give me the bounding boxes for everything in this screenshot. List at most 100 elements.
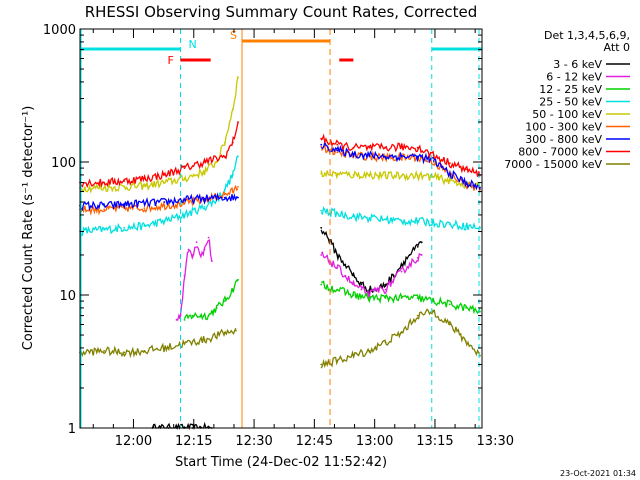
- series-pre-gap-1: [175, 236, 213, 322]
- data-point: [416, 220, 419, 222]
- legend-entry-label: 6 - 12 keV: [546, 71, 602, 84]
- data-point: [187, 248, 190, 251]
- chart-title: RHESSI Observing Summary Count Rates, Co…: [85, 3, 478, 21]
- data-point: [416, 174, 419, 177]
- data-point: [191, 254, 194, 256]
- data-point: [235, 329, 237, 332]
- data-point: [143, 185, 146, 187]
- data-point: [465, 168, 467, 171]
- data-point: [465, 181, 467, 184]
- data-point: [416, 257, 419, 259]
- data-point: [237, 196, 239, 199]
- series-post-gap-2: [320, 280, 481, 315]
- data-point: [231, 190, 234, 193]
- data-point: [352, 215, 355, 218]
- series-line: [320, 169, 481, 191]
- data-point: [352, 146, 355, 149]
- data-point: [163, 204, 166, 207]
- data-point: [183, 177, 186, 180]
- data-point: [103, 186, 105, 189]
- series-pre-gap-3: [79, 155, 239, 237]
- data-point: [123, 186, 126, 188]
- data-point: [320, 172, 323, 175]
- data-point: [223, 193, 226, 196]
- x-tick-label: 12:45: [296, 434, 333, 449]
- series-line: [79, 327, 237, 359]
- data-point: [203, 161, 206, 163]
- legend-entry-label: 800 - 7000 keV: [518, 146, 602, 159]
- data-point: [432, 300, 435, 302]
- data-point: [416, 314, 419, 317]
- data-point: [416, 155, 419, 158]
- series-line: [320, 251, 422, 299]
- y-tick-label: 100: [51, 156, 76, 171]
- series-line: [320, 280, 481, 315]
- data-point: [408, 254, 411, 256]
- data-point: [400, 270, 403, 273]
- series-post-gap-8: [320, 308, 481, 369]
- legend-entry-label: 300 - 800 keV: [525, 133, 602, 146]
- data-point: [203, 197, 206, 200]
- y-axis-label: Corrected Count Rate (s⁻¹ detector⁻¹): [21, 106, 36, 351]
- data-point: [392, 274, 395, 277]
- legend-entry-label: 3 - 6 keV: [553, 58, 602, 71]
- data-point: [352, 283, 355, 286]
- data-point: [392, 278, 395, 281]
- data-point: [183, 198, 186, 201]
- data-point: [211, 260, 213, 262]
- data-point: [336, 212, 339, 215]
- data-point: [183, 274, 186, 277]
- data-point: [416, 146, 419, 149]
- legend-header-detectors: Det 1,3,4,5,6,9,: [544, 29, 630, 42]
- data-point: [320, 137, 323, 140]
- data-point: [420, 254, 423, 256]
- y-tick-label: 1: [68, 422, 76, 437]
- data-point: [123, 226, 126, 229]
- x-tick-label: 13:00: [356, 434, 393, 449]
- data-point: [384, 174, 387, 177]
- data-point: [103, 228, 105, 231]
- data-point: [203, 339, 206, 341]
- series-line: [320, 206, 481, 231]
- data-point: [479, 186, 481, 189]
- series-line: [320, 140, 481, 191]
- data-point: [143, 207, 146, 210]
- data-point: [103, 208, 105, 211]
- data-point: [103, 181, 105, 184]
- data-point: [408, 263, 411, 266]
- data-point: [336, 143, 339, 146]
- data-point: [448, 172, 451, 175]
- data-point: [376, 288, 379, 291]
- data-point: [384, 341, 387, 344]
- data-point: [368, 297, 371, 299]
- data-point: [352, 274, 355, 277]
- data-point: [103, 350, 105, 352]
- legend-entry-label: 100 - 300 keV: [525, 121, 602, 134]
- data-point: [179, 314, 182, 317]
- series-line: [79, 155, 239, 237]
- data-point: [368, 174, 371, 176]
- data-point: [237, 278, 239, 281]
- data-point: [183, 214, 186, 216]
- x-tick-label: 13:15: [416, 434, 453, 449]
- data-point: [368, 154, 371, 157]
- data-point: [479, 354, 481, 357]
- data-point: [223, 331, 226, 334]
- data-point: [223, 155, 226, 158]
- x-tick-label: 12:00: [115, 434, 152, 449]
- data-point: [400, 155, 403, 158]
- data-point: [384, 297, 387, 299]
- data-point: [183, 319, 186, 321]
- series-line: [320, 133, 481, 177]
- data-point: [203, 170, 206, 173]
- series-line: [176, 239, 213, 322]
- plot-frame: [79, 28, 483, 429]
- data-point: [352, 294, 355, 296]
- x-axis-label: Start Time (24-Dec-02 11:52:42): [175, 455, 387, 470]
- series-post-gap-1: [320, 251, 423, 299]
- data-point: [223, 188, 226, 191]
- data-point: [143, 350, 146, 352]
- data-point: [368, 288, 371, 291]
